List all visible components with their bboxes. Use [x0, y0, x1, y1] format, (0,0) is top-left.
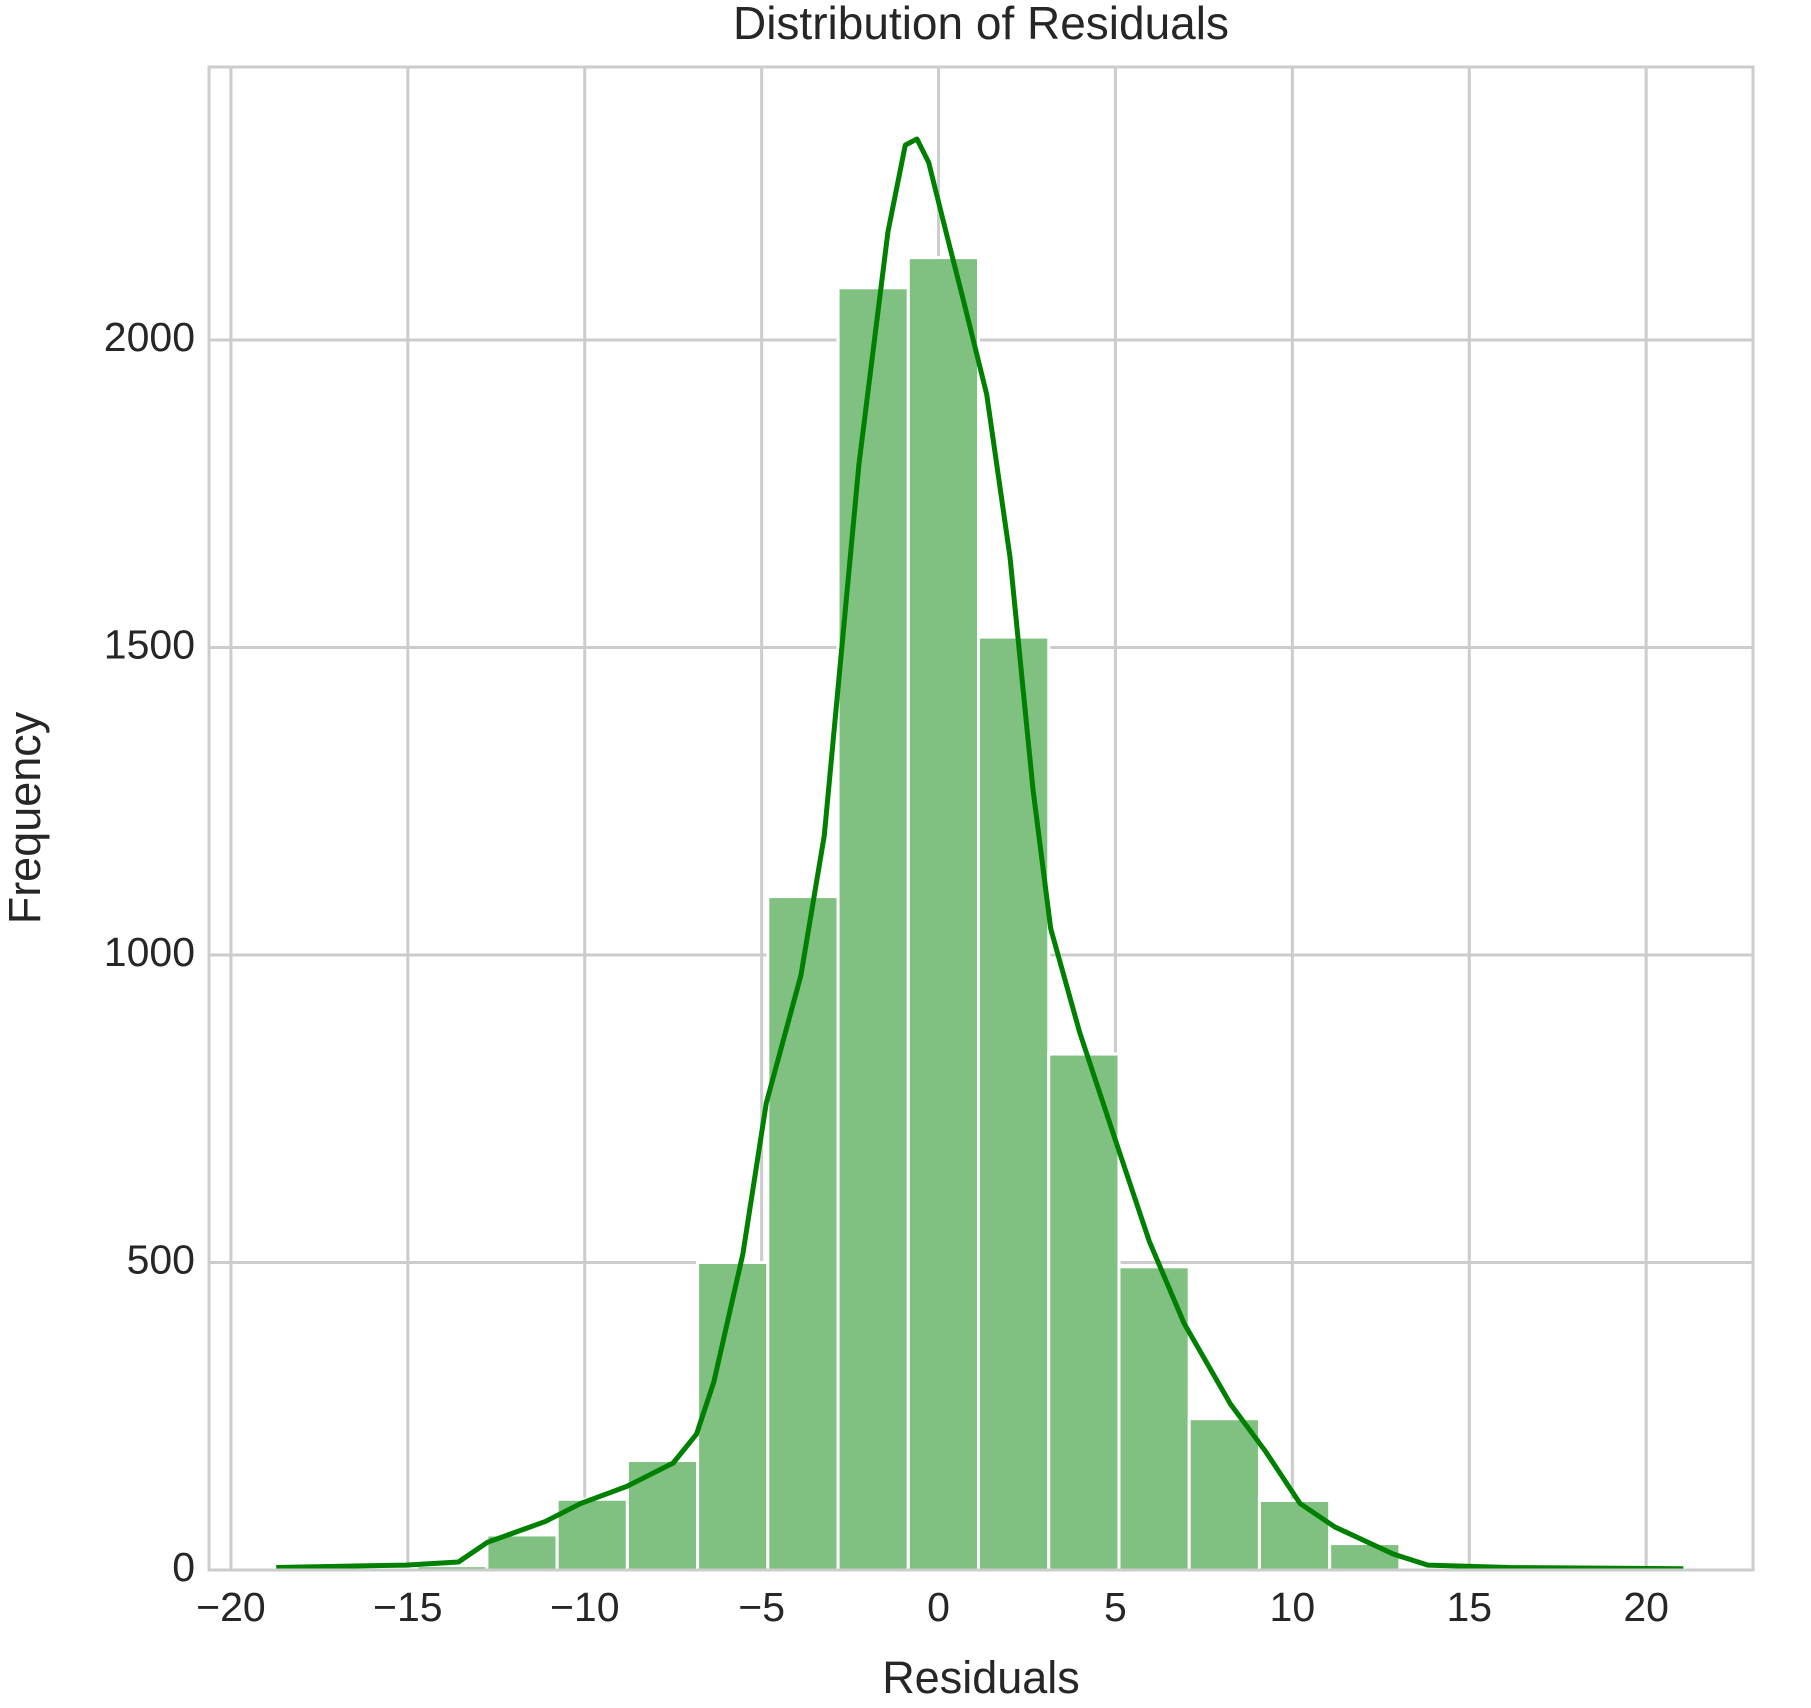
x-tick-label: −5 [738, 1584, 785, 1630]
plot-frame [207, 65, 1755, 1572]
bar [1117, 1265, 1191, 1572]
bar [1187, 1417, 1261, 1572]
bar [1047, 1052, 1121, 1572]
y-tick-label: 0 [172, 1544, 195, 1590]
y-axis-label: Frequency [0, 711, 50, 924]
x-tick-label: 5 [1104, 1584, 1127, 1630]
bar [1257, 1499, 1332, 1572]
bar [1328, 1542, 1402, 1572]
y-tick-label: 1000 [104, 929, 195, 975]
kde-line [276, 136, 1684, 1572]
y-tick-label: 2000 [104, 314, 195, 360]
bar [906, 256, 981, 1572]
chart-title: Distribution of Residuals [733, 0, 1229, 49]
x-tick-label: 20 [1623, 1584, 1669, 1630]
y-tick-label: 500 [127, 1236, 195, 1282]
x-tick-label: −15 [373, 1584, 443, 1630]
x-tick-label: −10 [550, 1584, 620, 1630]
x-tick-label: −20 [196, 1584, 266, 1630]
bar [766, 895, 840, 1572]
x-tick-label: 10 [1270, 1584, 1316, 1630]
x-tick-label: 0 [927, 1584, 950, 1630]
bar [977, 635, 1051, 1572]
bar [625, 1459, 700, 1572]
bar [696, 1261, 770, 1572]
bar [836, 286, 910, 1572]
x-tick-label: 15 [1446, 1584, 1492, 1630]
x-axis-label: Residuals [882, 1652, 1080, 1703]
y-tick-label: 1500 [104, 621, 195, 667]
